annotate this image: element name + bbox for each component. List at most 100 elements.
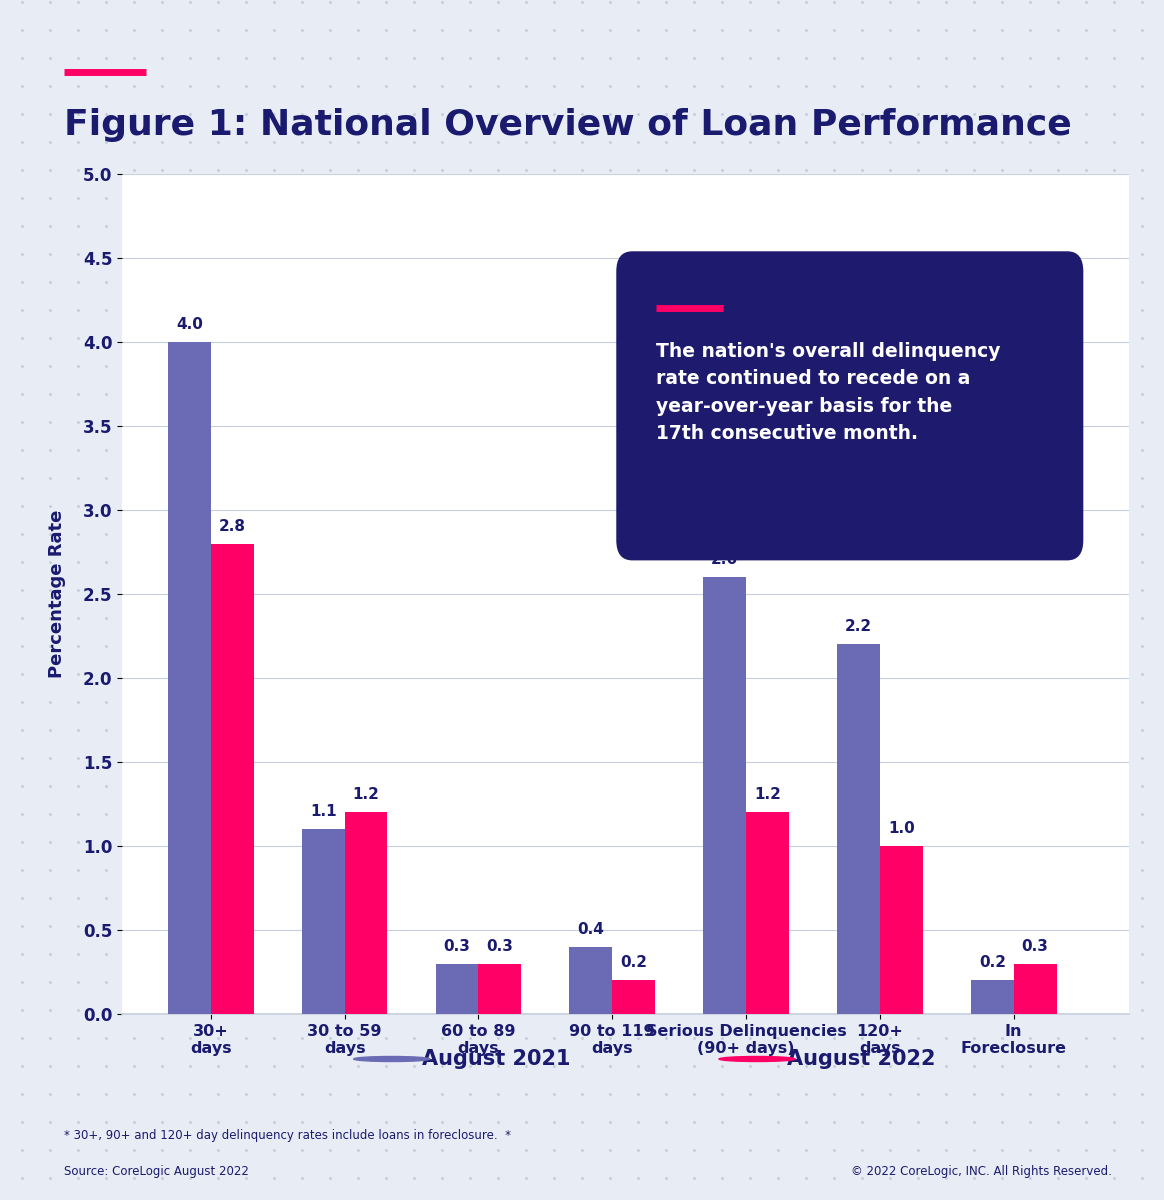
- Point: [629, 608, 647, 628]
- Point: [712, 1112, 731, 1132]
- Point: [768, 917, 787, 936]
- Point: [405, 833, 424, 852]
- Point: [937, 1140, 956, 1159]
- Point: [853, 161, 872, 180]
- Point: [405, 636, 424, 655]
- Point: [377, 329, 396, 348]
- Point: [517, 776, 535, 796]
- Point: [264, 329, 283, 348]
- Point: [349, 860, 368, 880]
- Text: 1.1: 1.1: [310, 804, 336, 820]
- Point: [1021, 384, 1039, 403]
- Point: [152, 720, 171, 739]
- Point: [909, 245, 928, 264]
- Point: [13, 132, 31, 151]
- Point: [13, 413, 31, 432]
- Point: [768, 104, 787, 124]
- Point: [881, 468, 900, 487]
- Point: [545, 497, 563, 516]
- Point: [656, 1085, 675, 1104]
- Point: [377, 552, 396, 571]
- Point: [768, 720, 787, 739]
- Point: [69, 1140, 87, 1159]
- Point: [13, 608, 31, 628]
- Point: [1077, 413, 1095, 432]
- Point: [909, 104, 928, 124]
- Point: [824, 104, 843, 124]
- Point: [1105, 384, 1123, 403]
- Point: [545, 608, 563, 628]
- Point: [69, 300, 87, 319]
- Point: [993, 888, 1012, 907]
- Point: [13, 77, 31, 96]
- Point: [712, 384, 731, 403]
- Point: [13, 524, 31, 544]
- Point: [684, 888, 703, 907]
- Point: [1049, 804, 1067, 823]
- Point: [1077, 665, 1095, 684]
- Point: [629, 1169, 647, 1188]
- Point: [965, 161, 984, 180]
- Point: [768, 216, 787, 235]
- Point: [69, 1085, 87, 1104]
- Point: [740, 497, 759, 516]
- Point: [1133, 1028, 1151, 1048]
- Point: [152, 300, 171, 319]
- Point: [1049, 665, 1067, 684]
- Point: [796, 581, 815, 600]
- Point: [97, 833, 115, 852]
- Point: [965, 20, 984, 40]
- Point: [1133, 1140, 1151, 1159]
- Point: [1133, 1001, 1151, 1020]
- Point: [545, 356, 563, 376]
- Point: [13, 720, 31, 739]
- Point: [208, 720, 227, 739]
- Point: [405, 720, 424, 739]
- Text: August 2022: August 2022: [787, 1049, 936, 1069]
- Point: [1049, 413, 1067, 432]
- Point: [796, 300, 815, 319]
- Point: [208, 77, 227, 96]
- Point: [349, 804, 368, 823]
- Point: [573, 636, 591, 655]
- Point: [629, 20, 647, 40]
- Point: [349, 581, 368, 600]
- Point: [740, 944, 759, 964]
- Point: [208, 972, 227, 991]
- Point: [573, 216, 591, 235]
- Point: [1105, 804, 1123, 823]
- Point: [69, 216, 87, 235]
- Point: [937, 917, 956, 936]
- Point: [768, 524, 787, 544]
- Point: [824, 1056, 843, 1075]
- Point: [152, 413, 171, 432]
- Point: [97, 20, 115, 40]
- Point: [1105, 104, 1123, 124]
- Point: [41, 48, 59, 67]
- Point: [517, 552, 535, 571]
- Point: [292, 440, 311, 460]
- Point: [1049, 300, 1067, 319]
- Point: [740, 300, 759, 319]
- Point: [321, 245, 340, 264]
- Point: [824, 833, 843, 852]
- Point: [180, 468, 199, 487]
- Point: [13, 1001, 31, 1020]
- Point: [377, 384, 396, 403]
- Point: [993, 329, 1012, 348]
- Point: [461, 944, 480, 964]
- Point: [965, 720, 984, 739]
- Point: [824, 161, 843, 180]
- Point: [292, 384, 311, 403]
- Point: [796, 776, 815, 796]
- Point: [545, 245, 563, 264]
- Point: [796, 20, 815, 40]
- Point: [601, 552, 619, 571]
- Point: [1077, 1112, 1095, 1132]
- Point: [740, 692, 759, 712]
- Point: [264, 1140, 283, 1159]
- Point: [993, 1140, 1012, 1159]
- Point: [236, 0, 255, 12]
- Point: [909, 497, 928, 516]
- Point: [656, 552, 675, 571]
